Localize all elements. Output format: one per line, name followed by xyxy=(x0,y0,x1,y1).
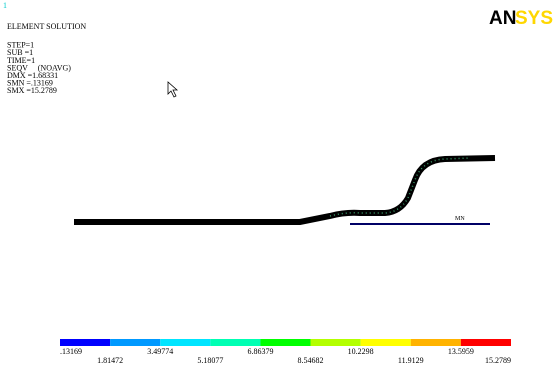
mn-label: MN xyxy=(455,216,465,222)
legend-band xyxy=(361,339,411,346)
legend-label: 1.81472 xyxy=(97,356,123,365)
logo-sys: SYS xyxy=(515,8,553,29)
legend-band xyxy=(411,339,461,346)
legend-label: 13.5959 xyxy=(448,347,474,356)
legend-label: 8.54682 xyxy=(298,356,324,365)
legend-band xyxy=(311,339,361,346)
legend-band xyxy=(461,339,511,346)
legend-band xyxy=(110,339,160,346)
background xyxy=(0,0,559,367)
ansys-viewport: 1 ELEMENT SOLUTIONSTEP=1SUB =1TIME=1SEQV… xyxy=(0,0,559,367)
legend-label: 10.2298 xyxy=(348,347,374,356)
legend-label: 15.2789 xyxy=(485,356,511,365)
legend-band xyxy=(210,339,260,346)
window-number: 1 xyxy=(3,1,7,10)
legend-label: 11.9129 xyxy=(398,356,424,365)
info-line: SMX =15.2789 xyxy=(7,86,57,95)
legend-band xyxy=(60,339,110,346)
logo-an: AN xyxy=(489,8,516,29)
info-line: ELEMENT SOLUTION xyxy=(7,22,86,31)
legend-label: .13169 xyxy=(60,347,82,356)
legend-label: 5.18077 xyxy=(197,356,223,365)
legend-label: 3.49774 xyxy=(147,347,173,356)
legend-band xyxy=(260,339,310,346)
legend-band xyxy=(160,339,210,346)
legend-label: 6.86379 xyxy=(247,347,273,356)
